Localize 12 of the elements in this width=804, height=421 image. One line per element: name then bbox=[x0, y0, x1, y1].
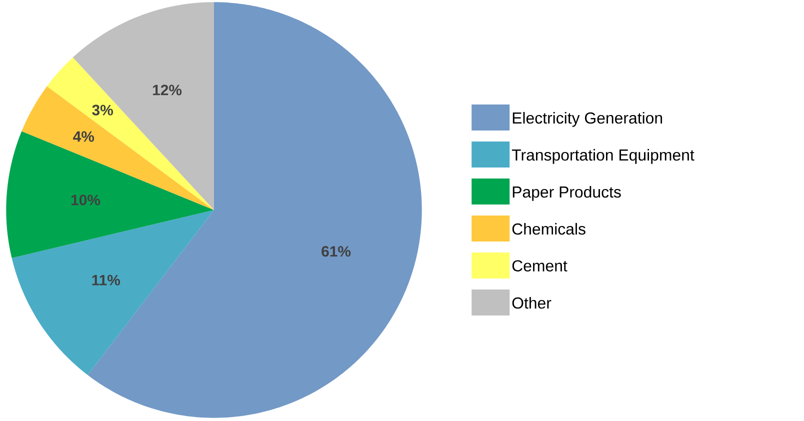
legend-label: Chemicals bbox=[512, 222, 586, 235]
data-label: 12% bbox=[152, 84, 182, 96]
data-label: 3% bbox=[92, 104, 113, 116]
data-label: 11% bbox=[92, 274, 120, 286]
legend-label: Other bbox=[512, 296, 552, 309]
data-label: 61% bbox=[322, 246, 351, 257]
data-label: 4% bbox=[73, 131, 94, 142]
legend-label: Cement bbox=[512, 260, 568, 272]
legend-label: Paper Products bbox=[512, 186, 621, 201]
legend-label: Electricity Generation bbox=[512, 112, 662, 127]
legend-label: Transportation Equipment bbox=[512, 148, 694, 164]
data-label: 10% bbox=[72, 194, 100, 206]
